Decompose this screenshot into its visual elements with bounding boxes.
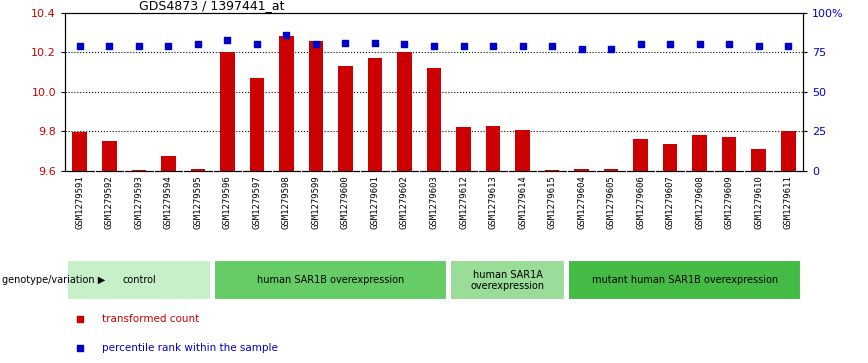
Bar [663, 144, 678, 171]
Point [250, 41, 264, 47]
Point [545, 43, 559, 49]
Text: percentile rank within the sample: percentile rank within the sample [102, 343, 278, 352]
Point [575, 46, 589, 52]
Text: GSM1279608: GSM1279608 [695, 175, 704, 229]
Point [279, 32, 293, 38]
FancyBboxPatch shape [214, 260, 447, 301]
Text: control: control [122, 276, 155, 285]
Text: GSM1279592: GSM1279592 [105, 175, 114, 229]
Bar [604, 169, 618, 171]
Bar [634, 139, 648, 171]
Text: GSM1279604: GSM1279604 [577, 175, 586, 229]
Text: GSM1279603: GSM1279603 [430, 175, 438, 229]
Text: GSM1279612: GSM1279612 [459, 175, 468, 229]
Point [562, 189, 575, 195]
Point [309, 41, 323, 47]
Text: human SAR1B overexpression: human SAR1B overexpression [257, 276, 404, 285]
Text: GSM1279591: GSM1279591 [76, 175, 84, 229]
Text: GSM1279614: GSM1279614 [518, 175, 527, 229]
Point [457, 43, 470, 49]
Bar [102, 142, 116, 171]
Text: GSM1279607: GSM1279607 [666, 175, 674, 229]
Text: GSM1279601: GSM1279601 [371, 175, 379, 229]
Text: GSM1279613: GSM1279613 [489, 175, 497, 229]
FancyBboxPatch shape [67, 260, 211, 301]
Point [191, 41, 205, 47]
Bar [368, 58, 383, 171]
Bar [516, 130, 530, 171]
Bar [545, 170, 560, 171]
Bar [575, 169, 589, 171]
Bar [339, 66, 352, 171]
Bar [693, 135, 707, 171]
Point [604, 46, 618, 52]
Point [132, 43, 146, 49]
Point [427, 43, 441, 49]
Bar [486, 126, 501, 171]
Text: GSM1279610: GSM1279610 [754, 175, 763, 229]
Bar [132, 170, 146, 171]
Text: GSM1279602: GSM1279602 [400, 175, 409, 229]
Text: human SAR1A
overexpression: human SAR1A overexpression [470, 270, 545, 291]
Text: GSM1279606: GSM1279606 [636, 175, 645, 229]
Text: GSM1279596: GSM1279596 [223, 175, 232, 229]
Bar [161, 156, 175, 171]
Text: GSM1279599: GSM1279599 [312, 175, 320, 229]
Point [516, 43, 529, 49]
Text: GSM1279595: GSM1279595 [194, 175, 202, 229]
Bar [220, 52, 234, 171]
Text: GSM1279609: GSM1279609 [725, 175, 733, 229]
Point [722, 41, 736, 47]
Bar [457, 127, 471, 171]
Text: mutant human SAR1B overexpression: mutant human SAR1B overexpression [592, 276, 778, 285]
FancyBboxPatch shape [450, 260, 565, 301]
Text: GSM1279598: GSM1279598 [282, 175, 291, 229]
Bar [752, 149, 766, 171]
Bar [279, 36, 293, 171]
Point [398, 41, 411, 47]
Text: GDS4873 / 1397441_at: GDS4873 / 1397441_at [139, 0, 285, 12]
Text: GSM1279600: GSM1279600 [341, 175, 350, 229]
Bar [309, 41, 324, 171]
Bar [722, 137, 736, 171]
Point [663, 41, 677, 47]
Point [634, 41, 648, 47]
Bar [427, 68, 442, 171]
Text: GSM1279615: GSM1279615 [548, 175, 556, 229]
Text: GSM1279611: GSM1279611 [784, 175, 792, 229]
Point [752, 43, 766, 49]
Text: GSM1279593: GSM1279593 [135, 175, 143, 229]
Text: genotype/variation ▶: genotype/variation ▶ [2, 276, 105, 285]
Point [220, 37, 234, 42]
Point [73, 43, 87, 49]
Point [368, 40, 382, 46]
Point [339, 40, 352, 46]
Point [781, 43, 795, 49]
Bar [398, 52, 412, 171]
Text: GSM1279605: GSM1279605 [607, 175, 615, 229]
FancyBboxPatch shape [569, 260, 801, 301]
Point [102, 43, 116, 49]
Text: GSM1279597: GSM1279597 [253, 175, 261, 229]
Point [161, 43, 175, 49]
Bar [250, 78, 265, 171]
Bar [72, 132, 87, 171]
Bar [781, 131, 796, 171]
Text: transformed count: transformed count [102, 314, 200, 323]
Bar [191, 169, 206, 171]
Text: GSM1279594: GSM1279594 [164, 175, 173, 229]
Point [693, 41, 707, 47]
Point [486, 43, 500, 49]
